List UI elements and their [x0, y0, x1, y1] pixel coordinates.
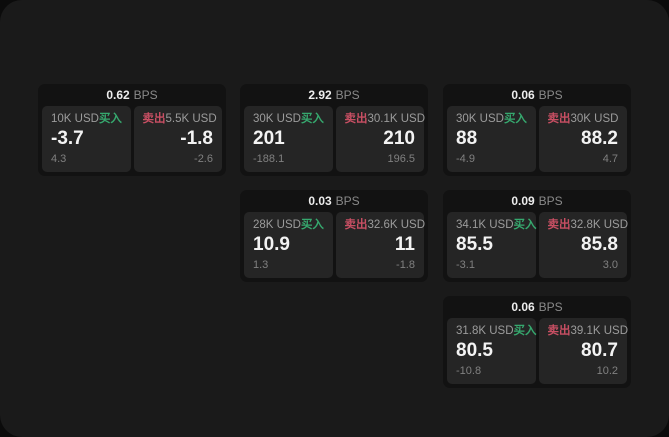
sell-delta: 10.2	[596, 365, 618, 377]
sell-delta: 3.0	[602, 259, 618, 271]
quote-panels: 28K USD 买入 10.9 1.3 卖出 32.6K USD 11 -1.8	[240, 212, 428, 282]
buy-price: 85.5	[456, 233, 493, 255]
buy-label: 买入	[98, 113, 122, 125]
card-header: 0.06 BPS	[443, 84, 631, 106]
sell-price: 11	[394, 233, 415, 255]
bps-unit: BPS	[538, 88, 563, 102]
quote-card: 0.06 BPS 30K USD 买入 88 -4.9 卖出 30K USD 8…	[443, 84, 631, 176]
bps-unit: BPS	[133, 88, 158, 102]
buy-amount: 30K USD	[456, 113, 504, 125]
buy-label: 买入	[300, 219, 324, 231]
quote-card: 0.62 BPS 10K USD 买入 -3.7 4.3 卖出 5.5K USD…	[38, 84, 226, 176]
buy-price: -3.7	[51, 127, 84, 149]
buy-amount: 30K USD	[253, 113, 301, 125]
buy-delta: -3.1	[456, 259, 475, 271]
sell-amount: 39.1K USD	[570, 325, 629, 337]
sell-price: 85.8	[581, 233, 618, 255]
buy-panel[interactable]: 30K USD 买入 201 -188.1	[244, 106, 333, 172]
sell-amount: 30K USD	[570, 113, 619, 125]
quote-card: 0.03 BPS 28K USD 买入 10.9 1.3 卖出 32.6K US…	[240, 190, 428, 282]
buy-label: 买入	[503, 113, 527, 125]
sell-panel[interactable]: 卖出 32.8K USD 85.8 3.0	[538, 212, 629, 278]
bps-unit: BPS	[538, 194, 563, 208]
sell-label: 卖出	[344, 113, 368, 125]
bps-value: 0.06	[511, 88, 535, 102]
buy-delta: 4.3	[51, 153, 67, 165]
bps-value: 0.06	[511, 300, 535, 314]
bps-unit: BPS	[335, 88, 360, 102]
sell-price: 88.2	[581, 127, 618, 149]
sell-amount: 32.6K USD	[367, 219, 426, 231]
card-header: 0.62 BPS	[38, 84, 226, 106]
buy-delta: -4.9	[456, 153, 475, 165]
sell-price: -1.8	[180, 127, 213, 149]
buy-amount: 31.8K USD	[456, 325, 514, 337]
quote-panels: 10K USD 买入 -3.7 4.3 卖出 5.5K USD -1.8 -2.…	[38, 106, 226, 176]
card-header: 2.92 BPS	[240, 84, 428, 106]
buy-price: 10.9	[253, 233, 290, 255]
bps-value: 0.62	[106, 88, 130, 102]
sell-delta: 196.5	[387, 153, 415, 165]
quote-card: 0.06 BPS 31.8K USD 买入 80.5 -10.8 卖出 39.1…	[443, 296, 631, 388]
quote-panels: 30K USD 买入 201 -188.1 卖出 30.1K USD 210 1…	[240, 106, 428, 176]
card-header: 0.06 BPS	[443, 296, 631, 318]
buy-amount: 34.1K USD	[456, 219, 514, 231]
buy-delta: -10.8	[456, 365, 482, 377]
sell-price: 210	[383, 127, 415, 149]
bps-unit: BPS	[538, 300, 563, 314]
buy-panel[interactable]: 28K USD 买入 10.9 1.3	[244, 212, 333, 278]
sell-panel[interactable]: 卖出 30K USD 88.2 4.7	[538, 106, 627, 172]
quote-panels: 34.1K USD 买入 85.5 -3.1 卖出 32.8K USD 85.8…	[443, 212, 631, 282]
sell-label: 卖出	[344, 219, 368, 231]
sell-label: 卖出	[547, 325, 571, 337]
buy-amount: 28K USD	[253, 219, 301, 231]
bps-value: 0.09	[511, 194, 535, 208]
quote-card: 0.09 BPS 34.1K USD 买入 85.5 -3.1 卖出 32.8K…	[443, 190, 631, 282]
quote-panels: 31.8K USD 买入 80.5 -10.8 卖出 39.1K USD 80.…	[443, 318, 631, 388]
card-header: 0.03 BPS	[240, 190, 428, 212]
sell-label: 卖出	[142, 113, 166, 125]
sell-price: 80.7	[581, 339, 618, 361]
sell-panel[interactable]: 卖出 32.6K USD 11 -1.8	[335, 212, 426, 278]
buy-delta: -188.1	[253, 153, 285, 165]
buy-label: 买入	[300, 113, 324, 125]
buy-delta: 1.3	[253, 259, 269, 271]
sell-panel[interactable]: 卖出 30.1K USD 210 196.5	[335, 106, 426, 172]
sell-panel[interactable]: 卖出 39.1K USD 80.7 10.2	[538, 318, 629, 384]
buy-label: 买入	[513, 219, 537, 231]
buy-panel[interactable]: 10K USD 买入 -3.7 4.3	[42, 106, 131, 172]
sell-amount: 32.8K USD	[570, 219, 629, 231]
buy-label: 买入	[513, 325, 537, 337]
sell-delta: -1.8	[396, 259, 415, 271]
buy-panel[interactable]: 30K USD 买入 88 -4.9	[447, 106, 536, 172]
bps-unit: BPS	[335, 194, 360, 208]
sell-delta: -2.6	[194, 153, 213, 165]
sell-amount: 5.5K USD	[165, 113, 217, 125]
buy-price: 201	[253, 127, 285, 149]
sell-label: 卖出	[547, 219, 571, 231]
sell-amount: 30.1K USD	[367, 113, 426, 125]
buy-price: 88	[456, 127, 478, 149]
sell-delta: 4.7	[602, 153, 618, 165]
sell-panel[interactable]: 卖出 5.5K USD -1.8 -2.6	[133, 106, 222, 172]
buy-panel[interactable]: 31.8K USD 买入 80.5 -10.8	[447, 318, 537, 384]
buy-amount: 10K USD	[51, 113, 99, 125]
bps-value: 0.03	[308, 194, 332, 208]
buy-panel[interactable]: 34.1K USD 买入 85.5 -3.1	[447, 212, 537, 278]
quote-card: 2.92 BPS 30K USD 买入 201 -188.1 卖出 30.1K …	[240, 84, 428, 176]
quote-panels: 30K USD 买入 88 -4.9 卖出 30K USD 88.2 4.7	[443, 106, 631, 176]
sell-label: 卖出	[547, 113, 571, 125]
card-header: 0.09 BPS	[443, 190, 631, 212]
buy-price: 80.5	[456, 339, 493, 361]
bps-value: 2.92	[308, 88, 332, 102]
